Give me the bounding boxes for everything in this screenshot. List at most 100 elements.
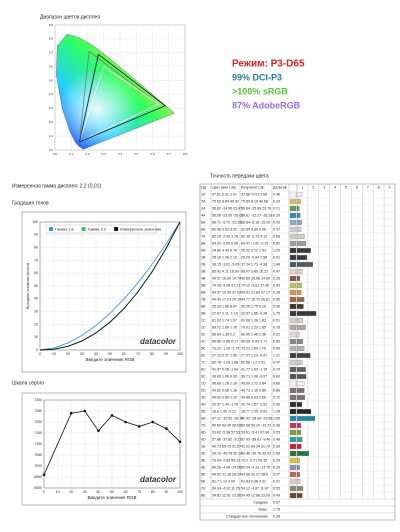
table-cell: 96.06 1.28 2.16 (212, 381, 237, 385)
swatch (289, 205, 297, 212)
y-tick-label: 90 (34, 233, 38, 237)
table-cell: 0.45 (273, 402, 280, 406)
table-cell: 2D (201, 388, 206, 392)
delta-bar (296, 234, 305, 239)
table-cell: 34.45 12.88 23.06 (241, 493, 270, 497)
delta-bar (296, 367, 306, 372)
delta-bar (296, 255, 308, 260)
table-cell: 49.62 0.68 1.16 (212, 388, 237, 392)
swatch (289, 422, 297, 429)
swatch (289, 366, 297, 373)
delta-bar (296, 409, 312, 414)
y-tick-label: 50 (34, 284, 38, 288)
table-cell: 25.20 -0.94 2.58 (241, 255, 267, 259)
table-cell: 9A (201, 248, 206, 252)
delta-bar (296, 493, 303, 498)
x-axis-label: Введите значение RGB (86, 357, 135, 362)
table-cell: 4E (201, 465, 206, 469)
table-cell: 7C (201, 360, 206, 364)
table-cell: 0.79 (273, 367, 280, 371)
swatch (289, 233, 297, 240)
swatch (289, 401, 297, 408)
delta-bar (296, 395, 305, 400)
table-cell: 81.02 1.74 1.67 (212, 318, 237, 322)
footer-label: Стандартное отклонение (226, 514, 268, 518)
x-tick-label: 20 (69, 490, 73, 494)
table-cell: 5C (201, 346, 206, 350)
y-tick-label: 6950 (34, 475, 42, 479)
plot-area (39, 221, 181, 351)
logo: datacolor (140, 337, 177, 346)
delta-bar (296, 206, 300, 211)
footer-label: Среднее (253, 500, 268, 504)
y-tick-label: 0.9 (49, 23, 54, 27)
x-tick-label: 40 (96, 490, 100, 494)
scale-label: 3 (323, 185, 325, 189)
table-cell: 53.91 -5.41 57.64 (241, 430, 269, 434)
swatch (289, 359, 297, 366)
table-cell: 60.08 -4.08 -24.56 (212, 465, 241, 469)
table-cell: 1.09 (273, 451, 280, 455)
table-cell: 41.77 1.03 -1.15 (241, 367, 267, 371)
table-cell: 50.08 53.10 -12.72 (241, 423, 271, 427)
delta-bar (296, 290, 302, 295)
table-cell: 64.51 12.84 37.17 (241, 290, 270, 294)
legend-frame (45, 224, 157, 234)
swatch (289, 226, 297, 233)
table-cell: 47.93 -28.08 -29.56 (241, 416, 272, 420)
table-cell: 81.83 0.96 4.31 (241, 479, 266, 483)
y-tick-label: 0 (36, 348, 38, 352)
table-cell: 74.28 -9.06 37.21 (212, 283, 240, 287)
scale-label: 5 (345, 185, 347, 189)
table-cell: 49.62 0.68 1.16 (212, 395, 237, 399)
table-cell: 2C (201, 325, 206, 329)
data-line (39, 221, 181, 351)
swatch (289, 408, 297, 415)
table-cell: 37.24 1.73 -4.38 (241, 262, 267, 266)
delta-bar (296, 353, 311, 358)
y-tick-label: 30 (34, 310, 38, 314)
table-cell: 1D (201, 381, 206, 385)
table-cell: 36.71 1.08 -0.07 (241, 374, 267, 378)
delta-bar (296, 437, 303, 442)
swatch (289, 450, 297, 457)
table-cell: 9B (201, 311, 206, 315)
x-axis-label: Введите значение RGB (88, 495, 137, 500)
table-cell: 6A (201, 227, 206, 231)
x-tick-label: 40 (94, 352, 98, 356)
table-cell: 4A (201, 213, 206, 217)
delta-bar (296, 430, 301, 435)
table-cell: 79.2 -2.71 59.35 (241, 458, 267, 462)
table-cell: 60.24 -4.13 -24.76 (241, 465, 270, 469)
table-cell: 0.53 (273, 339, 280, 343)
delta-bar (296, 381, 305, 386)
data-point (178, 440, 182, 444)
table-cell: 82.64 3.39 2.96 (241, 227, 266, 231)
table-cell: 70.01 1.23 1.65 (241, 325, 266, 329)
x-tick-label: 30 (83, 490, 87, 494)
y-axis-label: Выходное значение яркости (26, 263, 30, 309)
chart-frame (21, 392, 187, 506)
table-cell: 0.82 (273, 241, 280, 245)
x-tick-label: 10 (52, 352, 56, 356)
table-cell: 0.22 (273, 332, 280, 336)
table-cell: 9C (201, 374, 206, 378)
table-cell: 0.42 (273, 220, 280, 224)
table-cell: 49.88 0.33 2.66 (241, 395, 266, 399)
swatch (289, 352, 297, 359)
table-cell: 18.77 1.35 -0.62 (241, 409, 267, 413)
table-cell: 20.74 1.57 -2.52 (241, 402, 267, 406)
table-cell: 44.49 17.23 26.24 (212, 297, 241, 301)
table-cell: 1C (201, 318, 206, 322)
delta-bar (296, 276, 300, 281)
table-cell: 96.09 1.72 2.84 (241, 381, 266, 385)
table-cell: 4B (201, 276, 206, 280)
table-cell: 27.15 0.37 1.55 (212, 353, 237, 357)
table-cell: 86.89 1.38 2.2 (212, 332, 235, 336)
table-cell: 3D (201, 395, 206, 399)
x-tick-label: 60 (122, 352, 126, 356)
chart-title: Градация тонов (12, 200, 49, 206)
x-tick-label: 0.8 (183, 152, 188, 156)
swatch (289, 415, 297, 422)
table-cell: 57.86 -37.82 -9.23 (212, 437, 241, 441)
